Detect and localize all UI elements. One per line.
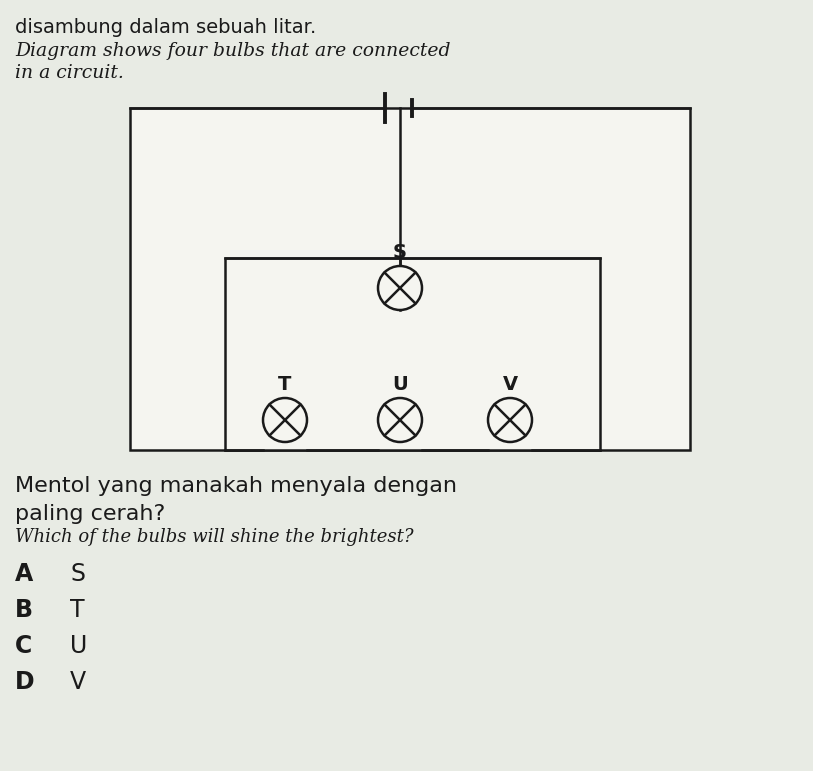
Text: U: U	[392, 375, 408, 394]
Bar	[225, 258, 600, 450]
Text: D: D	[15, 670, 35, 694]
Text: T: T	[278, 375, 292, 394]
Text: A: A	[15, 562, 33, 586]
Circle shape	[378, 398, 422, 442]
Text: Diagram shows four bulbs that are connected: Diagram shows four bulbs that are connec…	[15, 42, 450, 60]
Text: S: S	[70, 562, 85, 586]
Text: U: U	[70, 634, 87, 658]
Text: in a circuit.: in a circuit.	[15, 64, 124, 82]
Text: C: C	[15, 634, 33, 658]
Circle shape	[488, 398, 532, 442]
Bar	[130, 108, 690, 450]
Text: disambung dalam sebuah litar.: disambung dalam sebuah litar.	[15, 18, 316, 37]
Text: V: V	[70, 670, 86, 694]
Text: T: T	[70, 598, 85, 622]
Circle shape	[263, 398, 307, 442]
Circle shape	[378, 266, 422, 310]
Text: Which of the bulbs will shine the brightest?: Which of the bulbs will shine the bright…	[15, 528, 414, 546]
Text: paling cerah?: paling cerah?	[15, 504, 165, 524]
Text: S: S	[393, 243, 407, 262]
Text: Mentol yang manakah menyala dengan: Mentol yang manakah menyala dengan	[15, 476, 457, 496]
Text: V: V	[502, 375, 518, 394]
Text: B: B	[15, 598, 33, 622]
